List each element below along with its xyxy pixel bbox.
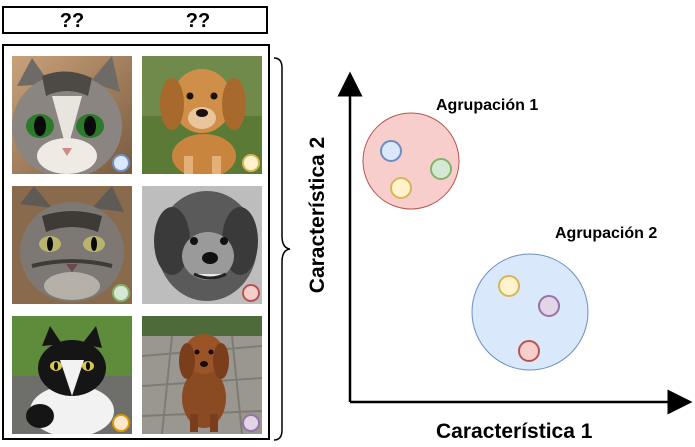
image-dog-2 xyxy=(142,186,262,304)
cluster-2-point-red xyxy=(518,340,540,362)
cluster-1-region xyxy=(362,112,460,210)
image-cat-3 xyxy=(12,316,132,434)
cluster-1-point-blue xyxy=(380,140,402,162)
cluster-2-point-yellow xyxy=(498,275,520,297)
image-cat-1 xyxy=(12,56,132,174)
y-axis-label: Característica 2 xyxy=(306,136,329,294)
cluster-2-label: Agrupación 2 xyxy=(555,225,658,242)
image-5-cluster-dot xyxy=(112,414,130,432)
image-grid xyxy=(2,44,270,440)
header-label-2: ?? xyxy=(185,10,211,32)
header-box: ?? ?? xyxy=(2,6,268,34)
cluster-1-point-green xyxy=(430,158,452,180)
image-3-cluster-dot xyxy=(112,284,130,302)
grouping-brace xyxy=(273,57,291,441)
cluster-1-point-yellow xyxy=(390,177,412,199)
image-dog-3 xyxy=(142,316,262,434)
image-2-cluster-dot xyxy=(242,154,260,172)
header-label-1: ?? xyxy=(59,10,85,32)
image-6-cluster-dot xyxy=(242,414,260,432)
image-1-cluster-dot xyxy=(112,154,130,172)
image-cat-2 xyxy=(12,186,132,304)
cluster-2-point-purple xyxy=(538,295,560,317)
feature-scatter-plot xyxy=(337,71,693,415)
x-axis-label: Característica 1 xyxy=(436,420,593,443)
image-4-cluster-dot xyxy=(242,284,260,302)
cluster-1-label: Agrupación 1 xyxy=(436,97,539,114)
image-dog-1 xyxy=(142,56,262,174)
